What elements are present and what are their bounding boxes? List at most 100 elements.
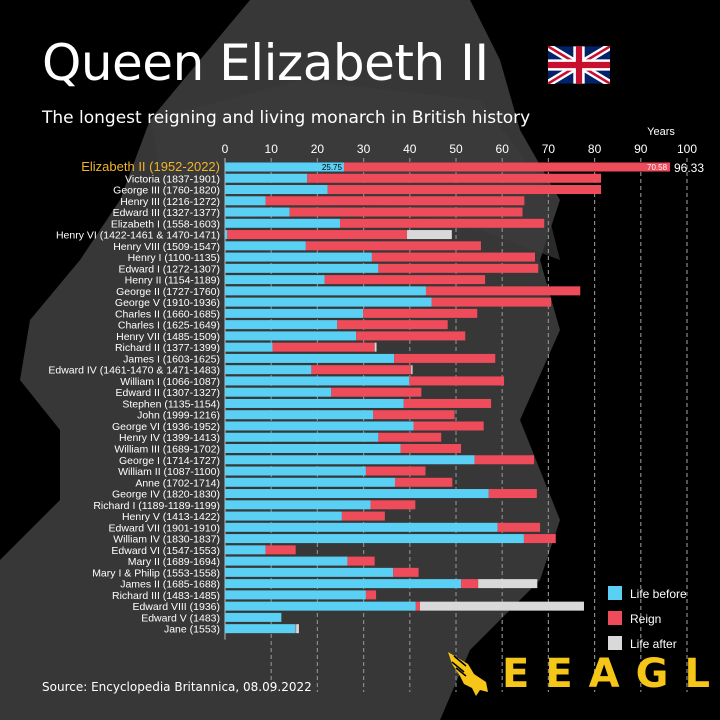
life-before-bar [225,398,404,408]
monarch-label: Richard II (1377-1399) [115,342,220,354]
life-before-bar [225,590,366,600]
monarch-label: Edward VII (1901-1910) [109,522,220,534]
monarch-label: Mary II (1689-1694) [128,556,220,568]
life-after-bar [374,342,377,352]
reign-bar [378,263,539,273]
monarch-label: Charles II (1660-1685) [115,308,220,320]
life-before-bar [225,353,395,363]
reign-bar [343,162,671,172]
life-before-bar [225,252,372,262]
life-before-bar [225,308,364,318]
x-tick-label: 20 [311,142,325,156]
uk-flag-icon [548,46,610,84]
reign-bar [425,286,581,296]
monarch-label: Henry VI (1422-1461 & 1470-1471) [56,230,220,242]
life-before-bar [225,185,328,195]
page-title: Queen Elizabeth II [42,34,489,92]
life-before-bar [225,241,306,251]
eeagli-logo: EEAGLI [446,650,720,698]
reign-bar [394,353,496,363]
reign-bar [327,185,602,195]
life-before-bar [225,545,266,555]
life-before-bar [225,207,290,217]
reign-bar [497,522,541,532]
life-before-bar [225,196,266,206]
monarch-label: Charles I (1625-1649) [118,320,220,332]
reign-legend-swatch [608,611,622,625]
monarch-label: Edward VI (1547-1553) [111,545,220,557]
reign-bar [337,320,448,330]
life-before-bar [225,320,338,330]
monarch-label: Edward I (1272-1307) [118,263,220,275]
monarch-label: Henry IV (1399-1413) [119,432,220,444]
reign-bar [488,489,537,499]
life-before-bar [225,579,462,589]
life-before-bar [225,444,401,453]
monarch-label: Edward VIII (1936) [132,601,220,613]
x-tick-label: 90 [634,142,648,156]
life-before-bar [225,162,344,172]
monarch-label: Edward III (1327-1377) [113,207,220,219]
reign-bar [413,421,484,431]
monarch-label: Richard I (1189-1189-1199) [93,500,220,512]
monarch-label: Elizabeth I (1558-1603) [111,218,220,230]
life-before-bar [225,286,426,296]
reign-bar [378,432,442,442]
x-axis-label: Years [647,126,675,138]
life-before-bar [225,477,396,487]
monarch-label: James II (1685-1688) [120,579,220,591]
reign-value-label: 70.58 [647,163,668,172]
life-before-bar [225,387,332,397]
life-before-bar [225,421,414,431]
reign-bar [227,230,408,240]
reign-bar [371,252,536,262]
x-tick-label: 40 [403,142,417,156]
life-before-bar [225,365,312,375]
life-before-bar [225,500,371,510]
monarch-label: Edward V (1483) [141,612,220,624]
life-before-bar [225,567,394,577]
monarch-label: George V (1910-1936) [115,297,220,309]
monarch-label: George III (1760-1820) [113,185,220,197]
life-before-legend-label: Life before [630,587,687,601]
x-tick-label: 100 [677,142,697,156]
reign-bar [431,297,552,307]
monarch-label: Anne (1702-1714) [135,477,220,489]
monarch-label: George IV (1820-1830) [112,489,220,501]
reign-bar [356,331,466,341]
reign-bar [415,601,420,611]
life-before-bar [225,230,228,240]
x-tick-label: 70 [542,142,556,156]
reign-bar [523,534,556,544]
reign-bar [272,342,375,352]
life-after-bar [296,624,299,634]
monarch-label: Edward II (1307-1327) [116,387,220,399]
reign-bar [393,567,419,577]
page-subtitle: The longest reigning and living monarch … [42,108,531,128]
monarch-label: Henry V (1413-1422) [122,511,220,523]
life-before-bar [225,410,374,420]
monarch-label: Victoria (1837-1901) [125,173,220,185]
reign-bar [365,590,377,600]
monarch-label: John (1999-1216) [137,410,220,422]
reign-bar [403,398,492,408]
x-tick-label: 30 [357,142,371,156]
monarch-label: Edward IV (1461-1470 & 1471-1483) [48,365,220,377]
reign-bar [347,556,375,566]
life-before-bar [225,263,379,273]
x-tick-label: 50 [449,142,463,156]
monarch-label: George II (1727-1760) [116,286,220,298]
life-before-bar [225,275,325,285]
life-before-bar [225,432,379,442]
reign-bar [307,173,602,183]
life-before-bar [225,624,296,634]
life-before-bar [225,376,410,386]
x-tick-label: 0 [222,142,229,156]
life-before-bar [225,612,282,622]
reign-bar [373,410,455,420]
monarch-label: Henry I (1100-1135) [128,252,220,264]
monarch-label: Stephen (1135-1154) [122,398,220,410]
reign-bar [461,579,479,589]
